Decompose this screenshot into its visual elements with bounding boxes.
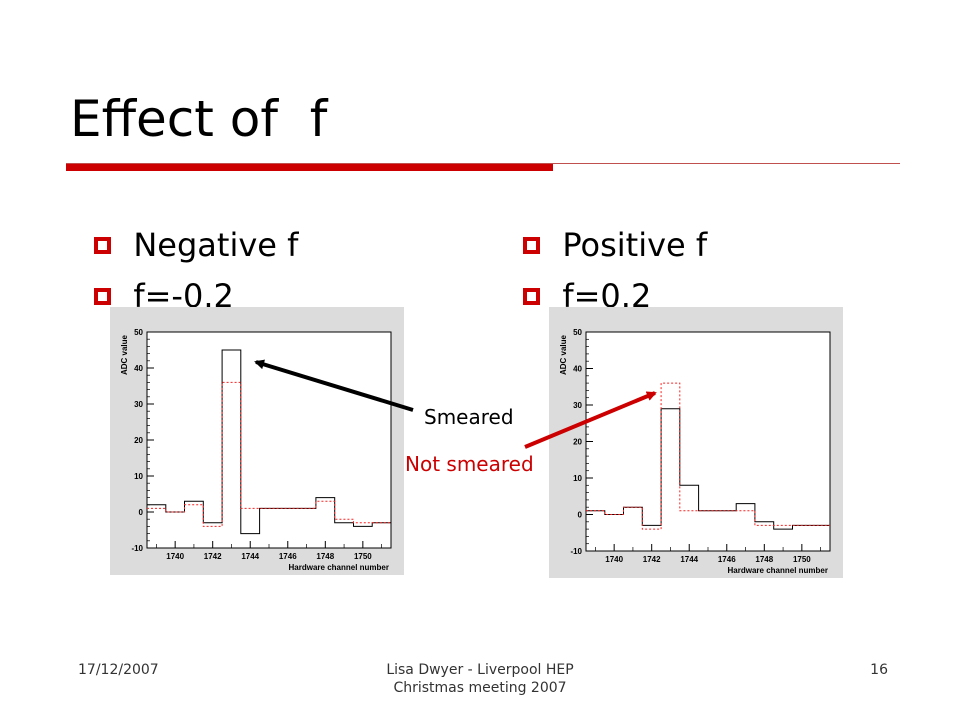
y-tick-label: 0 xyxy=(578,511,583,520)
y-tick-label: 40 xyxy=(134,364,143,373)
plot-area xyxy=(585,331,831,552)
y-axis-label: ADC value xyxy=(559,334,568,375)
footer-page-number: 16 xyxy=(870,662,888,678)
histogram-series-smeared xyxy=(586,408,830,530)
bullet-negative-value: f=-0.2 xyxy=(74,248,234,312)
y-axis-label: ADC value xyxy=(120,334,129,375)
x-tick-label: 1740 xyxy=(166,552,184,561)
x-tick-label: 1744 xyxy=(241,552,259,561)
chart-negative-f-svg: -10 0 10 20 30 40 50 1740 1742 1744 1746 1748 1750 Ha… xyxy=(120,328,392,572)
histogram-series-not-smeared xyxy=(147,381,391,527)
bullet-positive-value: f=0.2 xyxy=(503,248,651,312)
chart-negative-f: -10 0 10 20 30 40 50 1740 1742 1744 1746 1748 1750 Ha… xyxy=(110,307,404,575)
bullet-positive: Positive f xyxy=(503,197,707,261)
footer-date: 17/12/2007 xyxy=(78,662,159,678)
x-tick-label: 1750 xyxy=(354,552,372,561)
y-tick-label: 30 xyxy=(573,401,582,410)
histogram-series-not-smeared xyxy=(586,382,830,530)
x-tick-label: 1744 xyxy=(680,555,698,564)
square-bullet-icon xyxy=(523,288,541,305)
square-bullet-icon xyxy=(94,237,112,254)
histogram-series-smeared xyxy=(147,349,391,535)
x-tick-label: 1748 xyxy=(755,555,773,564)
footer-title: Lisa Dwyer - Liverpool HEP Christmas mee… xyxy=(386,662,574,697)
bullet-text: Positive f xyxy=(562,226,708,264)
y-tick-label: 20 xyxy=(134,436,143,445)
y-tick-label: 30 xyxy=(134,400,143,409)
x-tick-label: 1742 xyxy=(204,552,222,561)
x-axis-label: Hardware channel number xyxy=(728,566,828,575)
x-tick-label: 1748 xyxy=(316,552,334,561)
bullet-text: f=-0.2 xyxy=(133,277,234,315)
title-underline-thin xyxy=(66,163,900,164)
chart-positive-f: -10 0 10 20 30 40 50 1740 1742 1744 1746 1748 1750 Ha… xyxy=(549,307,843,578)
bullet-text: Negative f xyxy=(133,226,299,264)
y-tick-label: -10 xyxy=(570,547,582,556)
x-tick-label: 1746 xyxy=(279,552,297,561)
x-tick-label: 1740 xyxy=(605,555,623,564)
square-bullet-icon xyxy=(523,237,541,254)
square-bullet-icon xyxy=(94,288,112,305)
x-tick-label: 1742 xyxy=(643,555,661,564)
x-tick-label: 1750 xyxy=(793,555,811,564)
bullet-text: f=0.2 xyxy=(562,277,652,315)
x-axis-label: Hardware channel number xyxy=(289,563,389,572)
y-tick-label: 10 xyxy=(134,472,143,481)
plot-area xyxy=(146,331,392,549)
y-tick-label: 50 xyxy=(134,328,143,337)
y-tick-label: 20 xyxy=(573,438,582,447)
x-tick-label: 1746 xyxy=(718,555,736,564)
not-smeared-label: Not smeared xyxy=(405,452,534,476)
bullet-negative: Negative f xyxy=(74,197,298,261)
y-tick-label: -10 xyxy=(131,544,143,553)
y-tick-label: 40 xyxy=(573,365,582,374)
title-underline-accent xyxy=(66,164,553,171)
chart-positive-f-svg: -10 0 10 20 30 40 50 1740 1742 1744 1746 1748 1750 Ha… xyxy=(559,328,831,575)
slide-title: Effect of f xyxy=(70,90,328,148)
y-tick-label: 0 xyxy=(139,508,144,517)
smeared-label: Smeared xyxy=(424,405,514,429)
y-tick-label: 50 xyxy=(573,328,582,337)
y-tick-label: 10 xyxy=(573,474,582,483)
